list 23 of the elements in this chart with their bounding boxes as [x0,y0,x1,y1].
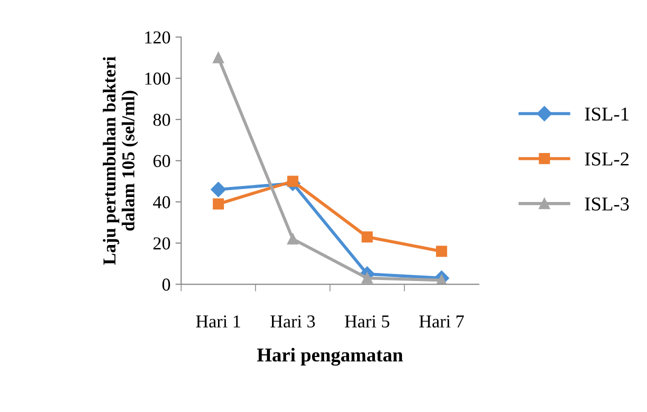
y-tick-label: 60 [153,154,170,168]
y-tick-label: 40 [153,196,170,208]
x-tick-label: Hari 5 [344,315,390,328]
x-tick-label: Hari 7 [419,315,464,328]
point [212,198,224,210]
x-tick-label: Hari 1 [196,315,240,328]
point [212,52,224,64]
x-tick-label: Hari 3 [270,315,315,328]
y-tick-label: 0 [162,278,170,291]
point [210,182,226,198]
legend-label: ISL-3 [584,198,629,211]
point [362,272,373,284]
point [287,233,298,245]
legend-label: ISL-2 [584,152,629,166]
y-axis-title: Laju pertumbuhan bakteri dalam 105 (sel/ml) [102,56,138,265]
y-tick-label: 100 [145,72,170,85]
y-tick-label: 80 [153,114,170,126]
y-tick-label: 20 [153,237,170,250]
point [436,246,448,257]
y-tick-label: 120 [145,31,170,44]
x-axis-title: Hari pengamatan [257,348,403,366]
point [362,231,373,242]
legend-label: ISL-1 [584,108,628,121]
